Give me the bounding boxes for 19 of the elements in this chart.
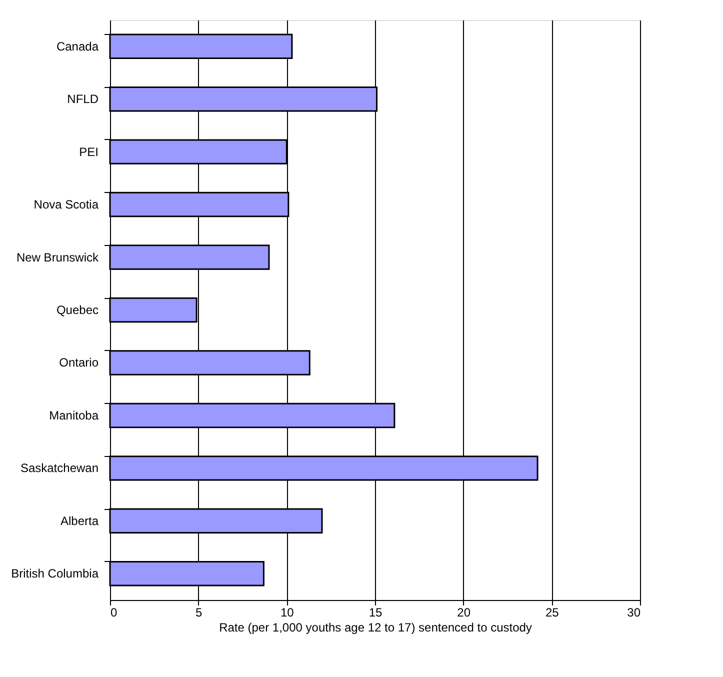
y-tick-label: Alberta	[60, 514, 99, 528]
y-tick-label: PEI	[79, 144, 98, 159]
y-tick-label: New Brunswick	[16, 250, 100, 264]
y-tick-label: Nova Scotia	[34, 198, 99, 212]
x-tick-label: 25	[545, 606, 560, 620]
x-tick-label: 15	[368, 606, 382, 620]
y-tick-label: Quebec	[56, 303, 98, 317]
y-tick-label: Saskatchewan	[20, 461, 98, 476]
y-tick-label: Ontario	[59, 356, 99, 370]
x-tick-label: 5	[195, 606, 202, 620]
x-tick-label: 10	[280, 606, 294, 620]
y-tick-label: Manitoba	[49, 408, 99, 422]
y-tick-label: Canada	[56, 39, 99, 54]
y-tick-label: British Columbia	[11, 566, 99, 581]
x-tick-label: 30	[627, 606, 641, 620]
x-tick-label: 0	[110, 606, 118, 620]
x-axis-title: Rate (per 1,000 youths age 12 to 17) sentenced to custody	[219, 620, 532, 634]
x-tick-label: 20	[457, 606, 471, 620]
y-tick-label: NFLD	[67, 92, 99, 106]
